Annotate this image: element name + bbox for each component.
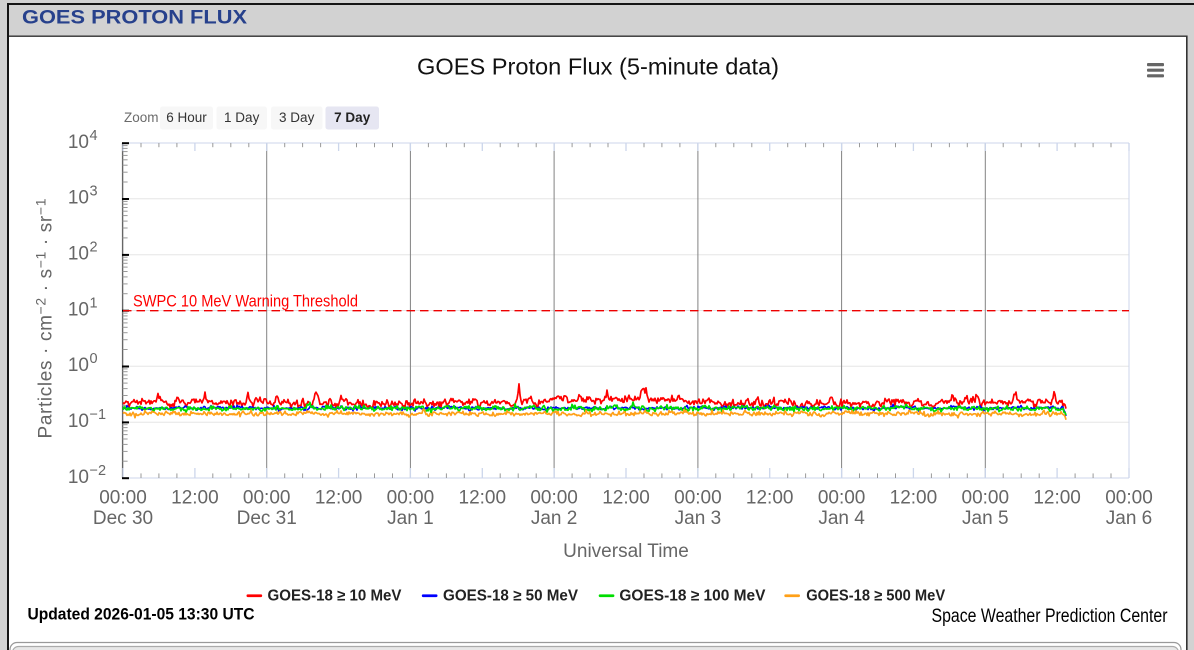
svg-text:−1: −1 bbox=[90, 407, 107, 423]
svg-text:12:00: 12:00 bbox=[171, 488, 219, 509]
svg-text:Dec 31: Dec 31 bbox=[237, 508, 297, 529]
svg-text:Jan 1: Jan 1 bbox=[387, 508, 433, 529]
svg-text:12:00: 12:00 bbox=[459, 488, 507, 509]
svg-text:Dec 30: Dec 30 bbox=[93, 508, 153, 529]
svg-text:00:00: 00:00 bbox=[674, 488, 722, 509]
svg-text:12:00: 12:00 bbox=[746, 488, 794, 509]
svg-text:GOES PROTON FLUX: GOES PROTON FLUX bbox=[22, 7, 247, 28]
svg-text:0: 0 bbox=[90, 351, 98, 367]
svg-text:GOES Proton Flux (5-minute dat: GOES Proton Flux (5-minute data) bbox=[417, 53, 779, 79]
svg-text:00:00: 00:00 bbox=[962, 488, 1010, 509]
svg-text:12:00: 12:00 bbox=[890, 488, 938, 509]
svg-text:00:00: 00:00 bbox=[818, 488, 866, 509]
svg-text:−2: −2 bbox=[90, 463, 107, 479]
svg-text:00:00: 00:00 bbox=[530, 488, 578, 509]
svg-text:GOES-18 ≥ 10 MeV: GOES-18 ≥ 10 MeV bbox=[268, 588, 403, 605]
svg-text:10: 10 bbox=[68, 299, 89, 320]
svg-text:12:00: 12:00 bbox=[1033, 488, 1081, 509]
svg-text:6 Hour: 6 Hour bbox=[166, 110, 207, 125]
svg-text:Jan 5: Jan 5 bbox=[962, 508, 1008, 529]
svg-text:00:00: 00:00 bbox=[243, 488, 291, 509]
svg-text:Universal Time: Universal Time bbox=[563, 541, 689, 562]
svg-text:10: 10 bbox=[68, 244, 89, 265]
svg-text:Updated 2026-01-05 13:30 UTC: Updated 2026-01-05 13:30 UTC bbox=[28, 604, 255, 623]
svg-text:SWPC 10 MeV Warning Threshold: SWPC 10 MeV Warning Threshold bbox=[133, 293, 358, 311]
svg-text:10: 10 bbox=[68, 411, 89, 432]
svg-text:GOES-18 ≥ 500 MeV: GOES-18 ≥ 500 MeV bbox=[806, 588, 946, 605]
svg-text:1: 1 bbox=[90, 295, 98, 311]
svg-text:00:00: 00:00 bbox=[99, 488, 147, 509]
svg-text:7 Day: 7 Day bbox=[334, 110, 371, 125]
svg-text:10: 10 bbox=[68, 355, 89, 376]
svg-text:10: 10 bbox=[68, 188, 89, 209]
svg-text:10: 10 bbox=[68, 132, 89, 153]
svg-text:Jan 2: Jan 2 bbox=[531, 508, 577, 529]
svg-text:Zoom: Zoom bbox=[124, 110, 159, 125]
svg-text:Jan 3: Jan 3 bbox=[675, 508, 721, 529]
svg-text:3: 3 bbox=[90, 184, 98, 200]
svg-text:12:00: 12:00 bbox=[315, 488, 363, 509]
svg-text:10: 10 bbox=[68, 467, 89, 488]
svg-text:3 Day: 3 Day bbox=[279, 110, 315, 125]
svg-text:GOES-18 ≥ 100 MeV: GOES-18 ≥ 100 MeV bbox=[619, 588, 766, 605]
svg-text:Space Weather Prediction Cente: Space Weather Prediction Center bbox=[932, 606, 1169, 627]
svg-text:00:00: 00:00 bbox=[387, 488, 435, 509]
svg-text:00:00: 00:00 bbox=[1105, 488, 1153, 509]
svg-text:12:00: 12:00 bbox=[602, 488, 650, 509]
svg-text:2: 2 bbox=[90, 240, 98, 256]
svg-text:4: 4 bbox=[90, 128, 98, 144]
svg-text:1 Day: 1 Day bbox=[224, 110, 260, 125]
svg-text:Jan 4: Jan 4 bbox=[818, 508, 865, 529]
svg-text:GOES-18 ≥ 50 MeV: GOES-18 ≥ 50 MeV bbox=[443, 588, 579, 605]
svg-text:Jan 6: Jan 6 bbox=[1106, 508, 1152, 529]
svg-text:Particles · cm−2 · s−1 · sr−1: Particles · cm−2 · s−1 · sr−1 bbox=[33, 198, 57, 438]
